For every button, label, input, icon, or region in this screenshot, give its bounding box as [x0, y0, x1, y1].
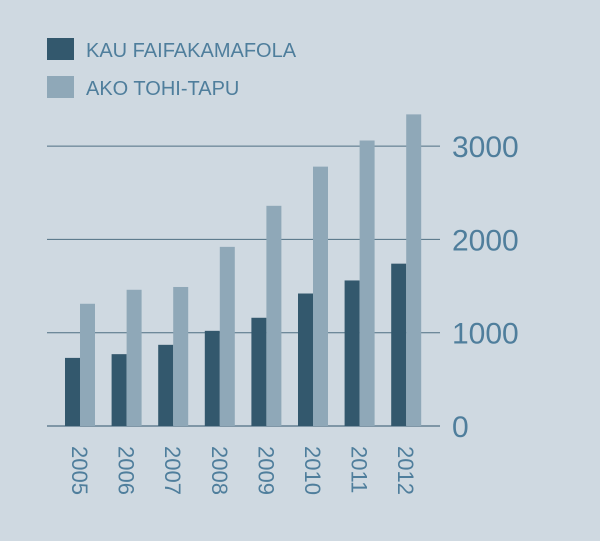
gridlines — [47, 145, 440, 427]
bar-s1-2012 — [406, 114, 422, 427]
bar-s1-2008 — [219, 246, 235, 426]
x-tick-label-2012: 2012 — [393, 446, 418, 495]
legend-swatch-ako-tohi-tapu — [47, 76, 74, 98]
bar-s0-2007 — [158, 344, 174, 426]
bar-s0-2011 — [344, 280, 360, 426]
bar-s1-2011 — [359, 140, 375, 426]
y-axis-tick-labels: 0 1000 2000 3000 — [452, 131, 519, 444]
x-tick-label-2009: 2009 — [253, 446, 278, 495]
bar-s1-2009 — [266, 205, 282, 426]
legend-label-ako-tohi-tapu: AKO TOHI-TAPU — [86, 78, 239, 100]
x-tick-label-2010: 2010 — [300, 446, 325, 495]
bars — [65, 114, 422, 427]
x-axis-category-labels: 2005 2006 2007 2008 2009 2010 2011 2012 — [67, 446, 418, 495]
y-tick-label-3000: 3000 — [452, 131, 519, 164]
legend-swatch-kau-faifakamafola — [47, 38, 74, 60]
y-tick-label-1000: 1000 — [452, 318, 519, 351]
legend: KAU FAIFAKAMAFOLA AKO TOHI-TAPU — [47, 38, 297, 100]
bar-s0-2009 — [251, 317, 267, 426]
x-tick-label-2008: 2008 — [207, 446, 232, 495]
x-tick-label-2005: 2005 — [67, 446, 92, 495]
x-tick-label-2007: 2007 — [160, 446, 185, 495]
x-tick-label-2011: 2011 — [347, 446, 372, 493]
y-tick-label-2000: 2000 — [452, 224, 519, 257]
y-tick-label-0: 0 — [452, 411, 469, 444]
bar-s0-2005 — [65, 357, 80, 426]
bar-s1-2007 — [173, 286, 189, 426]
legend-label-kau-faifakamafola: KAU FAIFAKAMAFOLA — [86, 40, 297, 62]
bar-s0-2006 — [111, 354, 127, 426]
bar-s0-2012 — [391, 263, 407, 426]
bar-s0-2008 — [204, 330, 220, 426]
x-tick-label-2006: 2006 — [114, 446, 139, 495]
bar-s1-2006 — [126, 289, 142, 426]
bar-s1-2010 — [313, 166, 328, 426]
bar-s0-2010 — [298, 293, 313, 426]
bar-s1-2005 — [80, 303, 95, 426]
